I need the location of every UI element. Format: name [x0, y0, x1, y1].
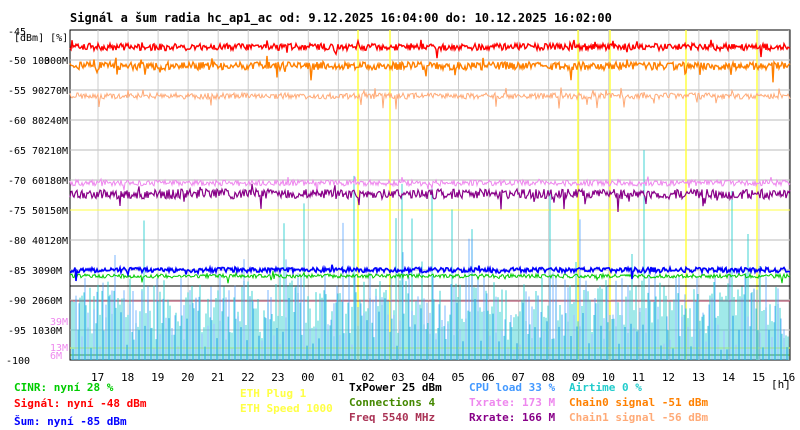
x-axis-unit: [h] — [771, 378, 791, 391]
y-tick-pct: 60 — [32, 176, 44, 187]
legend-chain1: Chain1 signal -56 dBm — [569, 411, 709, 424]
y-tick-rate: 270M — [44, 86, 68, 97]
x-tick-label: 00 — [301, 371, 314, 384]
x-tick-label: 03 — [391, 371, 404, 384]
y-tick-pct: 80 — [32, 116, 44, 127]
y-tick-dbm: -65 — [8, 146, 26, 157]
legend-connections: Connections 4 — [349, 396, 436, 409]
y-tick-dbm: -60 — [8, 116, 26, 127]
x-tick-label: 19 — [151, 371, 164, 384]
legend-noise: Šum: nyní -85 dBm — [14, 415, 127, 428]
x-tick-label: 14 — [722, 371, 736, 384]
y-tick-pct: 20 — [32, 296, 44, 307]
y-tick-rate: 60M — [44, 296, 62, 307]
signal-series — [69, 38, 791, 59]
chain0-series — [69, 55, 791, 83]
overlay-rate-label: 13M — [50, 343, 68, 354]
overlay-rate-label: 6M — [50, 351, 62, 362]
rxrate-series — [69, 183, 791, 213]
legend-chain0: Chain0 signal -51 dBm — [569, 396, 709, 409]
y-tick-rate: 210M — [44, 146, 68, 157]
y-tick-dbm: -55 — [8, 86, 26, 97]
legend-eth-plug: ETH Plug 1 — [240, 387, 307, 400]
legend-txpower: TxPower 25 dBm — [349, 381, 442, 394]
y-tick-pct: 10 — [32, 326, 44, 337]
y-tick-rate: 300M — [44, 56, 68, 67]
chart-title: Signál a šum radia hc_ap1_ac od: 9.12.20… — [70, 11, 612, 26]
cinr-series — [69, 271, 791, 284]
y-tick-pct: 40 — [32, 236, 44, 247]
x-tick-label: 18 — [121, 371, 134, 384]
y-tick-dbm: -50 — [8, 56, 26, 67]
x-tick-label: 11 — [632, 371, 645, 384]
x-tick-label: 02 — [361, 371, 374, 384]
x-tick-label: 04 — [421, 371, 435, 384]
y-tick-rate: 120M — [44, 236, 68, 247]
overlay-rate-label: 39M — [50, 317, 68, 328]
y-tick-dbm: -85 — [8, 266, 26, 277]
x-tick-label: 12 — [662, 371, 675, 384]
x-tick-label: 21 — [211, 371, 224, 384]
x-tick-label: 09 — [572, 371, 585, 384]
txrate-series — [69, 176, 791, 196]
legend-cinr: CINR: nyní 28 % — [14, 381, 114, 394]
y-tick-rate: 30M — [44, 326, 62, 337]
chain1-series — [69, 87, 791, 110]
x-tick-label: 17 — [91, 371, 104, 384]
y-tick-dbm: -45 — [8, 27, 26, 38]
legend-airtime: Airtime 0 % — [569, 381, 642, 394]
noise-series — [69, 264, 791, 282]
x-tick-label: 16 — [782, 371, 795, 384]
legend-rxrate: Rxrate: 166 M — [469, 411, 556, 424]
legend-cpu-load: CPU load 33 % — [469, 381, 556, 394]
y-tick-pct: 90 — [32, 86, 44, 97]
y-tick-dbm: -100 — [6, 356, 30, 367]
y-tick-pct: 50 — [32, 206, 44, 217]
x-tick-label: 13 — [692, 371, 705, 384]
legend-eth-speed: ETH Speed 1000 — [240, 402, 333, 415]
series-layer — [69, 38, 791, 360]
y-tick-dbm: -90 — [8, 296, 26, 307]
x-tick-label: 22 — [241, 371, 254, 384]
legend-txrate: Txrate: 173 M — [469, 396, 556, 409]
x-tick-label: 07 — [512, 371, 525, 384]
x-tick-label: 08 — [542, 371, 555, 384]
x-tick-label: 05 — [452, 371, 465, 384]
legend-freq: Freq 5540 MHz — [349, 411, 436, 424]
y-tick-pct: 30 — [32, 266, 44, 277]
y-axis-label: [dBm] [%] — [14, 33, 68, 44]
y-tick-rate: 90M — [44, 266, 62, 277]
y-tick-dbm: -95 — [8, 326, 26, 337]
y-tick-pct: 100 — [32, 56, 50, 67]
y-tick-dbm: -80 — [8, 236, 26, 247]
x-tick-label: 23 — [271, 371, 284, 384]
x-tick-label: 10 — [602, 371, 615, 384]
y-tick-rate: 180M — [44, 176, 68, 187]
x-tick-label: 01 — [331, 371, 344, 384]
y-tick-rate: 240M — [44, 116, 68, 127]
y-tick-rate: 150M — [44, 206, 68, 217]
y-tick-pct: 70 — [32, 146, 44, 157]
x-tick-label: 06 — [482, 371, 495, 384]
x-tick-label: 20 — [181, 371, 194, 384]
x-tick-label: 15 — [752, 371, 765, 384]
legend-signal: Signál: nyní -48 dBm — [14, 397, 147, 410]
y-tick-dbm: -75 — [8, 206, 26, 217]
y-tick-dbm: -70 — [8, 176, 26, 187]
